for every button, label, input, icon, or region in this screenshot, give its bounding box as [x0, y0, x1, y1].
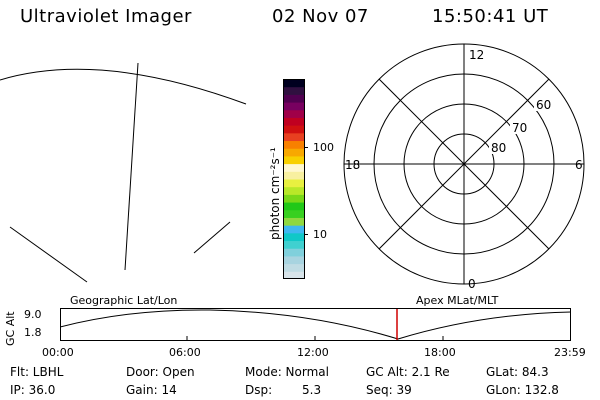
colorbar-band: [283, 232, 305, 242]
geographic-grid-panel: [0, 62, 247, 283]
glon-value: GLon: 132.8: [486, 383, 559, 397]
mlat-label-60: 60: [536, 98, 551, 112]
colorbar-band: [283, 140, 305, 149]
timeline-left-title: Geographic Lat/Lon: [70, 294, 178, 307]
altitude-curve: [60, 309, 572, 340]
colorbar-band: [283, 94, 305, 103]
mlat-label-80: 80: [491, 141, 506, 155]
colorbar-band: [283, 117, 305, 126]
colorbar-band: [283, 163, 305, 172]
colorbar-band: [283, 248, 305, 257]
timeline-xtick-0600: 06:00: [169, 346, 201, 359]
timeline-ytick-low: 1.8: [24, 326, 42, 339]
colorbar-tick: [304, 147, 308, 148]
timeline-xtick-1800: 18:00: [424, 346, 456, 359]
lat-label-bg: [534, 98, 552, 111]
colorbar-tick-marks: [304, 79, 308, 279]
colorbar-band: [283, 148, 305, 157]
gain-value: Gain: 14: [126, 383, 177, 397]
colorbar-tick-100: 100: [313, 141, 334, 154]
latitude-arc-line: [0, 68, 247, 105]
dsp-label: Dsp:: [245, 383, 273, 397]
timeline-xtick-0000: 00:00: [42, 346, 74, 359]
colorbar-band: [283, 202, 305, 211]
mlt-label-12: 12: [469, 48, 484, 62]
meridian-line: [124, 62, 139, 271]
altitude-timeline-plot: [60, 308, 572, 341]
colorbar-band: [283, 171, 305, 180]
colorbar-band: [283, 186, 305, 195]
colorbar-band: [283, 209, 305, 218]
polar-diagonal: [378, 78, 550, 250]
grid-line-left: [9, 226, 88, 283]
colorbar-band: [283, 132, 305, 142]
mlt-label-18: 18: [345, 158, 360, 172]
colorbar-band: [283, 155, 305, 165]
timeline-ytick-high: 9.0: [24, 308, 42, 321]
colorbar-unit-label: photon cm⁻²s⁻¹: [268, 147, 282, 240]
lat-label-bg: [510, 121, 528, 134]
colorbar-band: [283, 263, 305, 272]
instrument-title: Ultraviolet Imager: [20, 6, 192, 27]
filter-value: Flt: LBHL: [10, 365, 64, 379]
colorbar-tick-10: 10: [313, 228, 327, 241]
colorbar-band: [283, 240, 305, 249]
ip-value: IP: 36.0: [10, 383, 56, 397]
colorbar-band: [283, 86, 305, 95]
mlt-label-0: 0: [468, 277, 476, 291]
timeline-right-title: Apex MLat/MLT: [416, 294, 499, 307]
dsp-value: 5.3: [302, 383, 322, 397]
colorbar-frame: [283, 79, 305, 279]
mlt-label-6: 6: [575, 158, 583, 172]
colorbar-band: [283, 225, 305, 234]
lat-label-bg: [489, 141, 507, 154]
colorbar: [283, 79, 305, 279]
colorbar-band: [283, 109, 305, 118]
grid-line-right: [193, 221, 231, 254]
timeline-ylabel: GC Alt: [4, 311, 17, 346]
colorbar-band: [283, 79, 305, 88]
seq-value: Seq: 39: [366, 383, 412, 397]
mode-value: Mode: Normal: [245, 365, 329, 379]
time-label: 15:50:41 UT: [432, 6, 549, 27]
door-value: Door: Open: [126, 365, 195, 379]
colorbar-tick: [304, 234, 308, 235]
timeline-xtick-1200: 12:00: [297, 346, 329, 359]
mlat-label-70: 70: [512, 121, 527, 135]
colorbar-band: [283, 102, 305, 111]
colorbar-band: [283, 125, 305, 134]
glat-value: GLat: 84.3: [486, 365, 549, 379]
colorbar-band: [283, 217, 305, 226]
timeline-xtick-2359: 23:59: [554, 346, 586, 359]
polar-plot: 12 18 6 0 60 70 80: [343, 43, 585, 291]
date-label: 02 Nov 07: [272, 6, 369, 27]
colorbar-band: [283, 271, 305, 279]
colorbar-band: [283, 255, 305, 265]
colorbar-band: [283, 194, 305, 203]
colorbar-band: [283, 179, 305, 188]
gc-alt-value: GC Alt: 2.1 Re: [366, 365, 450, 379]
colorbar-gradient: [283, 79, 305, 279]
